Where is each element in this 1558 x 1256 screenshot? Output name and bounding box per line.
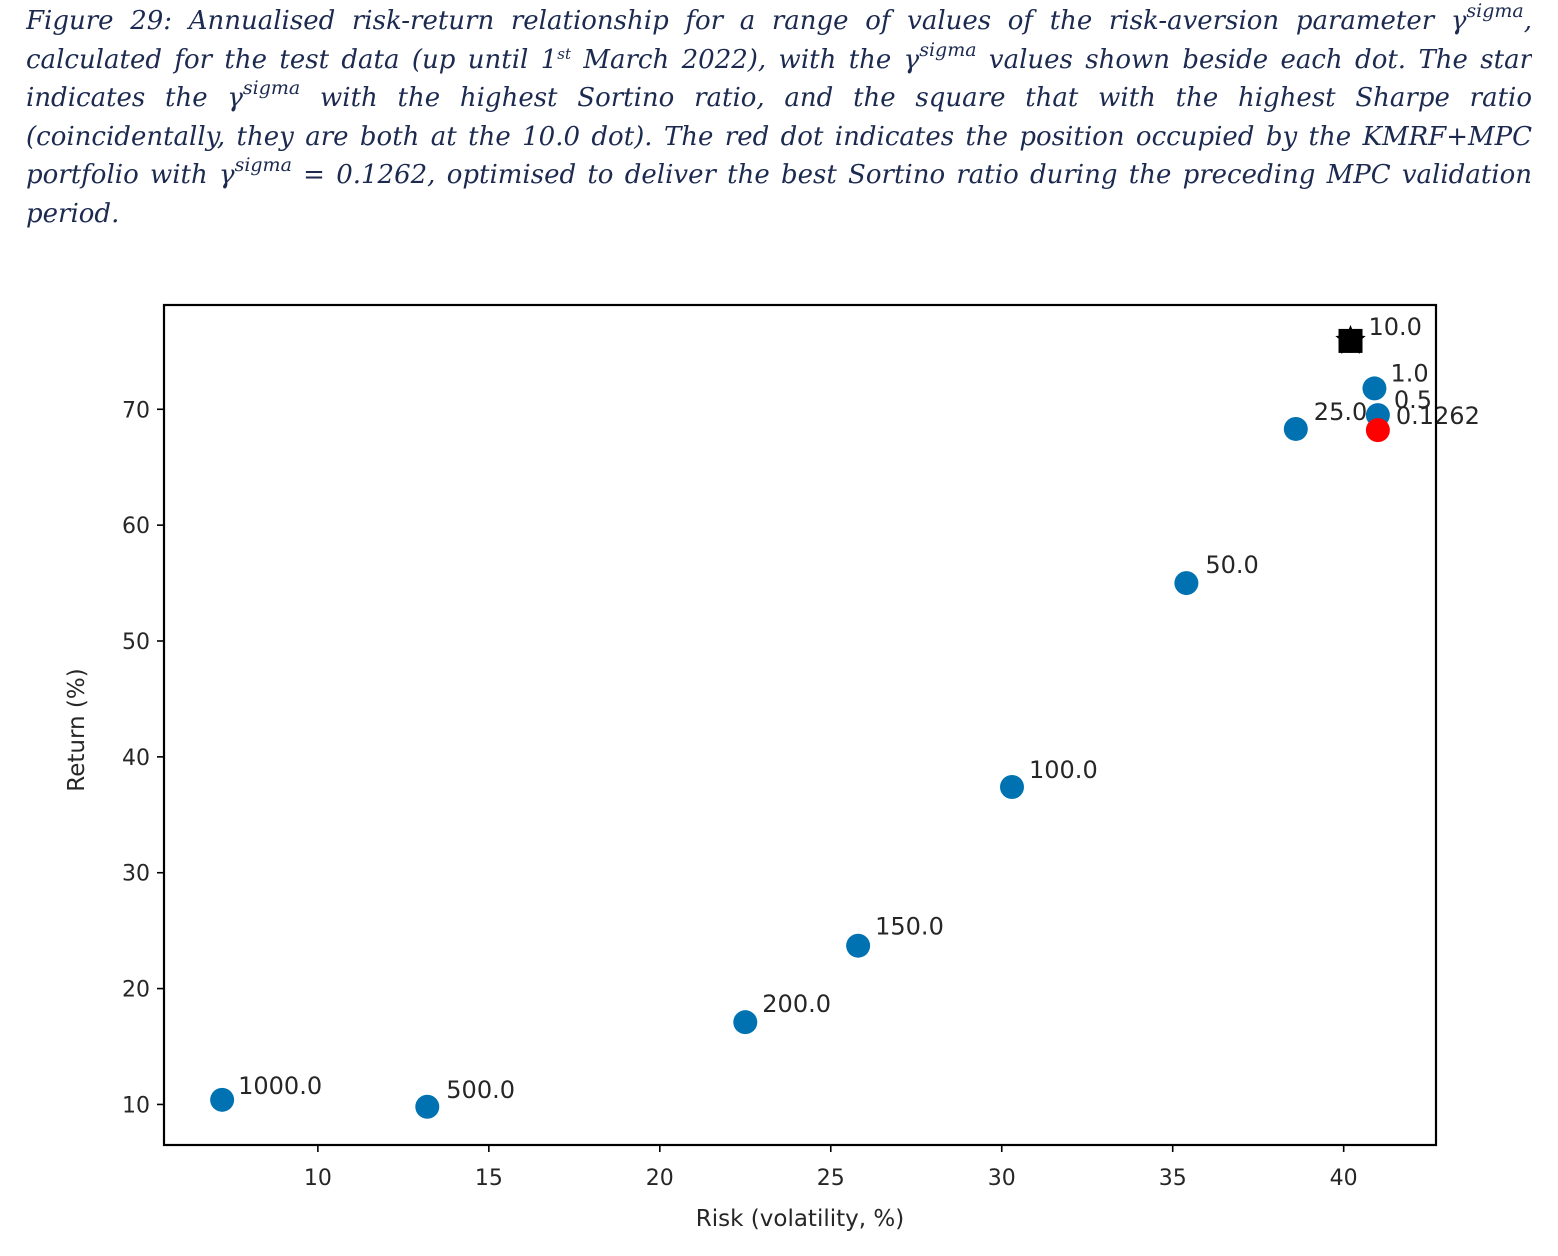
x-tick-label: 20 bbox=[646, 1166, 674, 1191]
caption-line-1: Figure 29: Annualised risk-return relati… bbox=[26, 2, 1532, 36]
data-point-label: 0.5 bbox=[1394, 386, 1432, 414]
y-axis-label: Return (%) bbox=[64, 668, 90, 791]
data-point bbox=[846, 933, 871, 958]
data-point-label: 100.0 bbox=[1029, 756, 1098, 784]
data-point bbox=[1283, 416, 1308, 441]
x-axis-label: Risk (volatility, %) bbox=[696, 1206, 904, 1232]
data-point-label: 10.0 bbox=[1369, 313, 1422, 341]
data-point-label: 25.0 bbox=[1314, 398, 1367, 426]
data-point bbox=[1000, 774, 1024, 799]
data-point-label: 500.0 bbox=[446, 1076, 515, 1104]
data-point bbox=[1174, 571, 1199, 596]
y-tick-label: 70 bbox=[122, 398, 150, 423]
caption-line-6: period. bbox=[26, 198, 120, 229]
y-tick-label: 60 bbox=[122, 514, 150, 539]
y-tick-label: 50 bbox=[122, 630, 150, 655]
data-point-label: 1000.0 bbox=[238, 1072, 322, 1100]
y-tick-label: 20 bbox=[122, 978, 150, 1003]
data-point-label: 150.0 bbox=[875, 913, 944, 941]
data-point bbox=[733, 1010, 758, 1035]
best-sortino-star-marker bbox=[1335, 324, 1366, 354]
data-point-label: 200.0 bbox=[762, 990, 831, 1018]
x-tick-label: 25 bbox=[817, 1166, 845, 1191]
highlight-point-label: 0.1262 bbox=[1396, 402, 1480, 430]
plot-frame bbox=[162, 303, 1438, 1147]
x-tick-label: 15 bbox=[475, 1166, 503, 1191]
data-point-label: 1.0 bbox=[1390, 359, 1428, 387]
y-tick-label: 30 bbox=[122, 862, 150, 887]
y-tick-label: 10 bbox=[122, 1093, 150, 1118]
axis-ticks: 10 15 20 25 30 35 40 10 20 30 40 50 60 70 bbox=[122, 398, 1358, 1191]
highlight-point-kmrf-mpc bbox=[1365, 418, 1390, 443]
caption-line-4: (coincidentally, they are both at the 10… bbox=[26, 121, 1532, 152]
figure-caption: Figure 29: Annualised risk-return relati… bbox=[26, 2, 1532, 233]
caption-line-3: indicates the γsigma with the highest So… bbox=[26, 79, 1532, 113]
chart-marks: 1000.0 500.0 200.0 150.0 100.0 50.0 25.0 10.0 1.… bbox=[210, 313, 1480, 1119]
data-point bbox=[1362, 376, 1387, 401]
x-tick-label: 35 bbox=[1159, 1166, 1187, 1191]
x-tick-label: 30 bbox=[988, 1166, 1016, 1191]
data-point bbox=[210, 1087, 235, 1112]
x-tick-label: 40 bbox=[1330, 1166, 1358, 1191]
data-point bbox=[415, 1094, 440, 1119]
y-tick-label: 40 bbox=[122, 746, 150, 771]
x-tick-label: 10 bbox=[304, 1166, 332, 1191]
data-point-label: 50.0 bbox=[1205, 551, 1258, 579]
caption-line-2: calculated for the test data (up until 1… bbox=[26, 40, 1532, 75]
caption-line-5: portfolio with γsigma = 0.1262, optimise… bbox=[26, 156, 1532, 190]
